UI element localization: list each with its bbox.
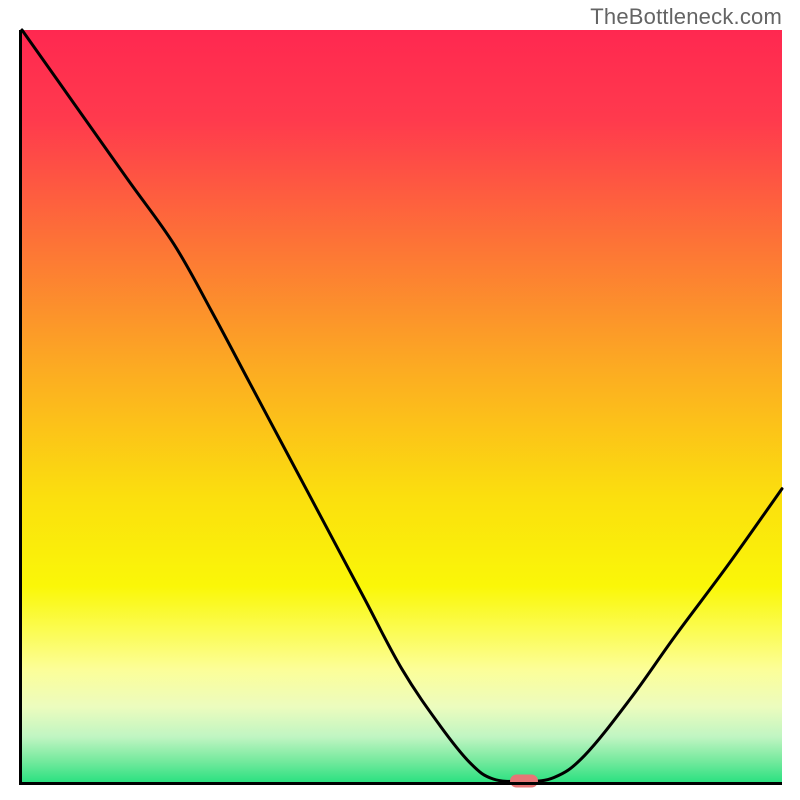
watermark-text: TheBottleneck.com bbox=[590, 4, 782, 30]
bottleneck-curve bbox=[22, 30, 782, 782]
y-axis-line bbox=[19, 30, 22, 785]
x-axis-line bbox=[19, 782, 782, 785]
chart-plot-area bbox=[22, 30, 782, 782]
